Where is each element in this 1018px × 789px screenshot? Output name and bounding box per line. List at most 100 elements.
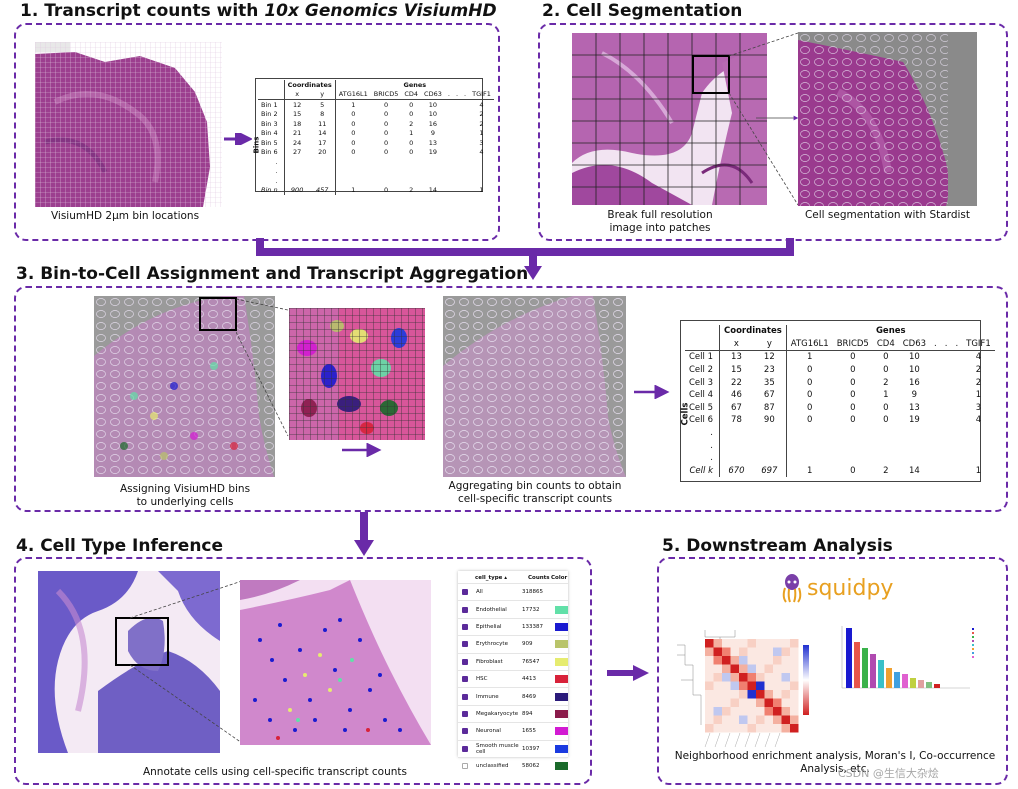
bin-table-cell-gene: 13 bbox=[428, 138, 438, 147]
legend-row[interactable]: Immune 8469 bbox=[458, 687, 568, 704]
bin-table-cell-y: 457 bbox=[316, 186, 329, 195]
legend-checkbox[interactable] bbox=[462, 676, 468, 683]
heatmap-cell bbox=[747, 647, 756, 656]
legend-checkbox[interactable] bbox=[462, 606, 468, 613]
section-2-caption-left-line2: image into patches bbox=[609, 222, 711, 234]
bin-table-cell-y: 17 bbox=[318, 138, 327, 147]
cell-table-cell-gene: 3 bbox=[975, 402, 982, 413]
cell-table-cell-gene bbox=[951, 452, 962, 465]
bin-table-cell-gene: 0 bbox=[383, 100, 389, 109]
bin-table-gene-col: CD4 bbox=[404, 90, 419, 99]
heatmap-cell bbox=[730, 639, 739, 648]
legend-count: 1655 bbox=[522, 728, 536, 735]
cell-table-cell-y: 90 bbox=[763, 415, 775, 426]
bin-table-gene-col: . bbox=[447, 90, 450, 99]
legend-row[interactable]: Neuronal 1655 bbox=[458, 722, 568, 739]
stardist-segmentation-image bbox=[798, 32, 977, 206]
bin-table-cell-gene bbox=[334, 176, 371, 186]
cell-table-cell-x bbox=[718, 451, 753, 465]
heatmap-cell bbox=[722, 715, 731, 724]
bin-table-cell-gene bbox=[445, 100, 453, 110]
legend-row[interactable]: Epithelial 133387 bbox=[458, 617, 568, 635]
cell-table-row-label: . bbox=[710, 453, 713, 464]
legend-count: 133387 bbox=[522, 623, 543, 630]
cell-table-cell-gene bbox=[941, 427, 952, 440]
cell-table-cell-x: 670 bbox=[718, 464, 753, 478]
bin-table-corner bbox=[258, 80, 284, 90]
legend-checkbox[interactable] bbox=[462, 693, 468, 700]
cell-table-cell-gene bbox=[930, 465, 941, 478]
cell-table-gene-col: . bbox=[934, 338, 937, 349]
cell-table-cell-gene: 1 bbox=[975, 465, 982, 476]
heatmap-cell bbox=[713, 656, 722, 665]
heatmap-cell bbox=[705, 647, 714, 656]
bin-table-cell-gene bbox=[445, 110, 453, 120]
bin-table-cell-y: 5 bbox=[320, 100, 325, 109]
cell-table-cell-gene: 4 bbox=[975, 352, 982, 363]
heatmap-cell bbox=[764, 639, 773, 648]
cell-table-row-label: Cell 2 bbox=[689, 365, 713, 376]
heatmap-cell bbox=[756, 639, 765, 648]
legend-checkbox[interactable] bbox=[462, 728, 468, 735]
cell-table-cell-gene: 0 bbox=[850, 465, 856, 476]
cell-table-cell-gene bbox=[941, 376, 952, 389]
legend-checkbox[interactable] bbox=[462, 710, 468, 717]
cell-table-gene-col: BRICD5 bbox=[836, 338, 869, 349]
section-1-title: 1. Transcript counts with 10x Genomics V… bbox=[20, 1, 497, 21]
legend-checkbox[interactable] bbox=[462, 658, 468, 665]
legend-row[interactable]: Endothelial 17732 bbox=[458, 600, 568, 617]
legend-row[interactable]: HSC 4413 bbox=[458, 669, 568, 687]
legend-row[interactable]: unclassified 58062 bbox=[458, 756, 568, 774]
legend-row[interactable]: Fibroblast 76547 bbox=[458, 652, 568, 670]
heatmap-cell bbox=[713, 698, 722, 707]
cell-table-cell-gene bbox=[785, 439, 833, 452]
cell-table-cell-gene bbox=[941, 452, 952, 465]
legend-checkbox[interactable] bbox=[462, 641, 468, 648]
bin-table-header-row: Coordinates Genes bbox=[258, 80, 494, 90]
cell-table-cell-gene: 0 bbox=[785, 376, 833, 389]
heatmap-cell bbox=[739, 647, 748, 656]
cell-table-cell-gene bbox=[930, 414, 941, 427]
legend-row[interactable]: Megakaryocyte 894 bbox=[458, 704, 568, 722]
cell-table-row-label: Cell 1 bbox=[689, 352, 713, 363]
cell-table-cell-y: 23 bbox=[763, 365, 775, 376]
legend-checkbox[interactable] bbox=[462, 745, 468, 752]
legend-count: 4413 bbox=[522, 676, 536, 683]
heatmap-cell bbox=[773, 656, 782, 665]
cell-table-coord-col: y bbox=[766, 338, 772, 349]
cell-table-cell-gene bbox=[962, 439, 995, 452]
cell-table-cell-gene: 1 bbox=[785, 464, 833, 478]
cell-table-cell-gene bbox=[873, 452, 899, 465]
cell-table-row-label: . bbox=[710, 440, 713, 451]
cell-table-cell-gene: 0 bbox=[850, 365, 856, 376]
bin-table-cell-gene bbox=[469, 167, 494, 177]
cell-table-cell-gene: 0 bbox=[883, 402, 889, 413]
legend-row[interactable]: All 318865 bbox=[458, 583, 568, 600]
heatmap-cell bbox=[739, 656, 748, 665]
cell-table-cell-gene: 14 bbox=[908, 465, 920, 476]
legend-row[interactable]: Smooth muscle cell 10397 bbox=[458, 739, 568, 757]
cell-table-row: Cell 4 46 67 0 0 1 9 1 bbox=[685, 388, 995, 402]
legend-checkbox[interactable] bbox=[462, 623, 468, 630]
cell-table-cell-gene bbox=[785, 451, 833, 465]
cell-table-cell-gene bbox=[951, 414, 962, 427]
cell-table-cell-gene bbox=[941, 414, 952, 427]
legend-row[interactable]: Erythrocyte 909 bbox=[458, 635, 568, 652]
cell-table-cell-gene bbox=[930, 351, 941, 364]
legend-checkbox[interactable] bbox=[462, 763, 468, 770]
legend-checkbox[interactable] bbox=[462, 589, 468, 596]
bin-table-cell-gene: 0 bbox=[334, 119, 371, 129]
bin-table-cell-gene bbox=[461, 186, 469, 196]
bin-table-cell-y: 14 bbox=[318, 129, 327, 138]
bin-table-cell-y bbox=[310, 176, 336, 186]
bin-table-cell-gene: 16 bbox=[428, 119, 438, 128]
bin-table-corner-2 bbox=[258, 90, 284, 100]
cell-table-cell-gene bbox=[951, 389, 962, 402]
heatmap-cell bbox=[713, 707, 722, 716]
cell-table-cell-gene bbox=[833, 452, 873, 465]
bin-table-cell-gene bbox=[461, 176, 469, 186]
bin-table-row: . bbox=[258, 157, 494, 167]
heatmap-cell bbox=[764, 647, 773, 656]
bin-table-cell-gene: 0 bbox=[409, 100, 414, 109]
cell-table-cell-gene: 2 bbox=[975, 365, 982, 376]
